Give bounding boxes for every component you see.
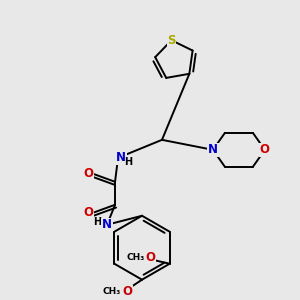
Text: O: O xyxy=(260,143,270,156)
Text: CH₃: CH₃ xyxy=(103,287,121,296)
Text: CH₃: CH₃ xyxy=(127,253,145,262)
Text: H: H xyxy=(124,157,132,167)
Text: O: O xyxy=(122,285,132,298)
Text: O: O xyxy=(83,206,93,219)
Text: O: O xyxy=(83,167,93,180)
Text: O: O xyxy=(146,251,156,264)
Text: H: H xyxy=(93,217,101,227)
Text: N: N xyxy=(116,151,126,164)
Text: N: N xyxy=(102,218,112,231)
Text: N: N xyxy=(208,143,218,156)
Text: S: S xyxy=(167,34,176,47)
